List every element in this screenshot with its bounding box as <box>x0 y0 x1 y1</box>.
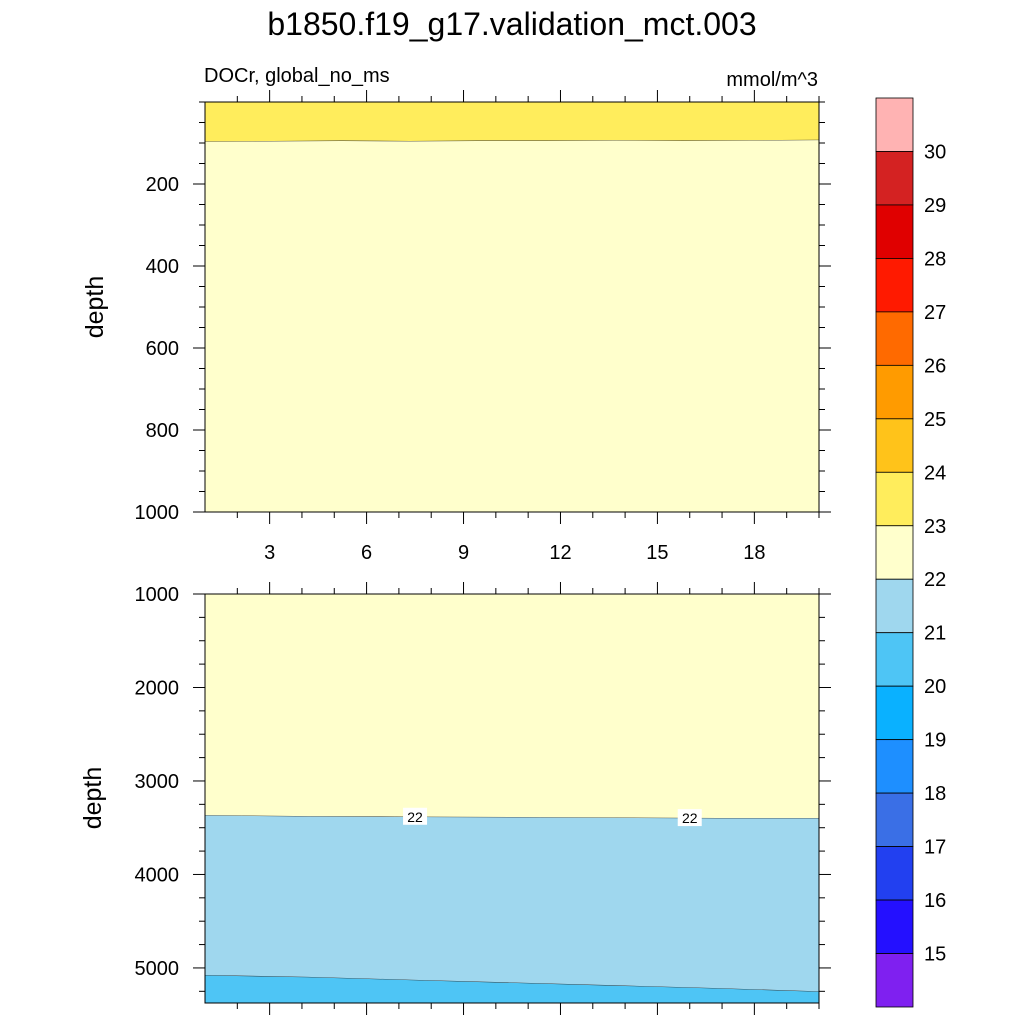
colorbar-swatch <box>875 632 914 687</box>
colorbar-swatch <box>875 311 914 366</box>
contour-label-box <box>677 809 702 827</box>
contour-fill-22-23 <box>205 140 819 512</box>
contour-label-box <box>403 807 428 825</box>
contour-label: 22 <box>407 809 423 825</box>
colorbar-swatch <box>875 151 914 206</box>
x-tick-label: 9 <box>458 542 469 564</box>
y-tick-label: 400 <box>146 256 179 278</box>
colorbar-swatch <box>875 471 914 527</box>
colorbar-swatch <box>875 578 914 634</box>
upper-panel: 200 400 600 800 1000 3 6 9 12 15 18 <box>135 90 831 564</box>
upper-y-axis-label: depth <box>81 276 109 339</box>
colorbar-swatch <box>875 204 914 259</box>
colorbar-swatch <box>875 846 914 901</box>
plot-frame <box>204 593 820 1004</box>
y-tick-label: 3000 <box>135 771 180 793</box>
lower-y-axis-label: depth <box>79 767 107 830</box>
colorbar-label: 20 <box>924 676 946 698</box>
colorbar-swatch <box>875 792 914 847</box>
variable-label: DOCr, global_no_ms <box>204 65 390 87</box>
colorbar-label: 16 <box>924 890 946 912</box>
colorbar-label: 28 <box>924 248 946 270</box>
colorbar-swatch <box>875 739 914 794</box>
y-tick-label: 1000 <box>135 584 180 606</box>
chart-title: b1850.f19_g17.validation_mct.003 <box>267 6 756 42</box>
contour-fill-22-23 <box>205 594 819 819</box>
y-tick-label: 2000 <box>135 677 180 699</box>
colorbar-swatch <box>875 418 914 473</box>
y-tick-label: 800 <box>146 420 179 442</box>
colorbar-swatch <box>875 258 914 313</box>
colorbar-label: 25 <box>924 409 946 431</box>
colorbar-label: 23 <box>924 516 946 538</box>
y-tick-label: 1000 <box>135 502 180 524</box>
y-tick-label: 5000 <box>135 958 180 980</box>
y-tick-label: 600 <box>146 338 179 360</box>
colorbar-label: 24 <box>924 462 946 484</box>
contour-fill-20-21 <box>205 975 819 1003</box>
contour-fill-23-24 <box>205 102 819 142</box>
x-tick-label: 12 <box>549 542 571 564</box>
colorbar-label: 27 <box>924 302 946 324</box>
y-tick-label: 4000 <box>135 864 180 886</box>
colorbar-label: 17 <box>924 837 946 859</box>
x-tick-label: 3 <box>264 542 275 564</box>
colorbar-swatch <box>875 97 914 152</box>
x-tick-label: 15 <box>646 542 668 564</box>
colorbar: 30 29 28 27 26 25 24 23 22 21 20 19 18 17 16 15 <box>875 97 946 1008</box>
colorbar-label: 26 <box>924 355 946 377</box>
colorbar-label: 22 <box>924 569 946 591</box>
colorbar-label: 18 <box>924 783 946 805</box>
colorbar-label: 19 <box>924 730 946 752</box>
colorbar-swatch <box>875 685 914 741</box>
colorbar-swatch <box>875 953 914 1008</box>
lower-panel: 22 22 1000 2000 3000 4000 5000 <box>135 582 831 1015</box>
colorbar-label: 15 <box>924 944 946 966</box>
colorbar-swatch <box>875 525 914 580</box>
colorbar-swatch <box>875 899 914 954</box>
colorbar-label: 29 <box>924 195 946 217</box>
units-label: mmol/m^3 <box>726 69 818 91</box>
colorbar-label: 21 <box>924 623 946 645</box>
x-tick-label: 18 <box>743 542 765 564</box>
contour-label: 22 <box>682 810 698 826</box>
y-tick-label: 200 <box>146 174 179 196</box>
contour-fill-21-22 <box>205 815 819 992</box>
colorbar-label: 30 <box>924 141 946 163</box>
colorbar-swatch <box>875 364 914 420</box>
x-tick-label: 6 <box>361 542 372 564</box>
